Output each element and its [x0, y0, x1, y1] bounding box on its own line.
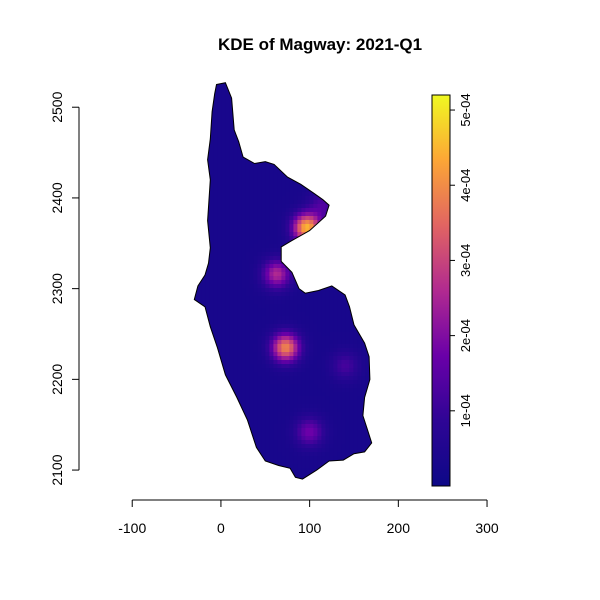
x-tick-label: 0 — [217, 520, 225, 536]
region-boundary — [193, 82, 373, 480]
y-tick-label: 2500 — [49, 91, 65, 122]
x-tick-label: 100 — [298, 520, 322, 536]
x-tick-label: 200 — [387, 520, 411, 536]
chart-title: KDE of Magway: 2021-Q1 — [218, 35, 422, 54]
colorbar-tick-label: 5e-04 — [458, 93, 473, 126]
y-tick-label: 2400 — [49, 182, 65, 213]
colorbar-tick-label: 3e-04 — [458, 244, 473, 277]
axes: -100 0 100 200 300 2100 2200 2300 2400 2500 — [49, 91, 499, 536]
colorbar-ramp — [431, 94, 451, 487]
x-tick-label: -100 — [118, 520, 146, 536]
y-tick-label: 2100 — [49, 454, 65, 485]
y-tick-label: 2200 — [49, 364, 65, 395]
y-tick-label: 2300 — [49, 273, 65, 304]
x-tick-label: 300 — [475, 520, 499, 536]
plot-region — [193, 82, 373, 480]
colorbar-tick-label: 4e-04 — [458, 169, 473, 202]
color-legend: 1e-04 2e-04 3e-04 4e-04 5e-04 — [431, 93, 473, 487]
colorbar-tick-label: 1e-04 — [458, 394, 473, 427]
density-raster — [194, 82, 372, 480]
colorbar-tick-label: 2e-04 — [458, 319, 473, 352]
